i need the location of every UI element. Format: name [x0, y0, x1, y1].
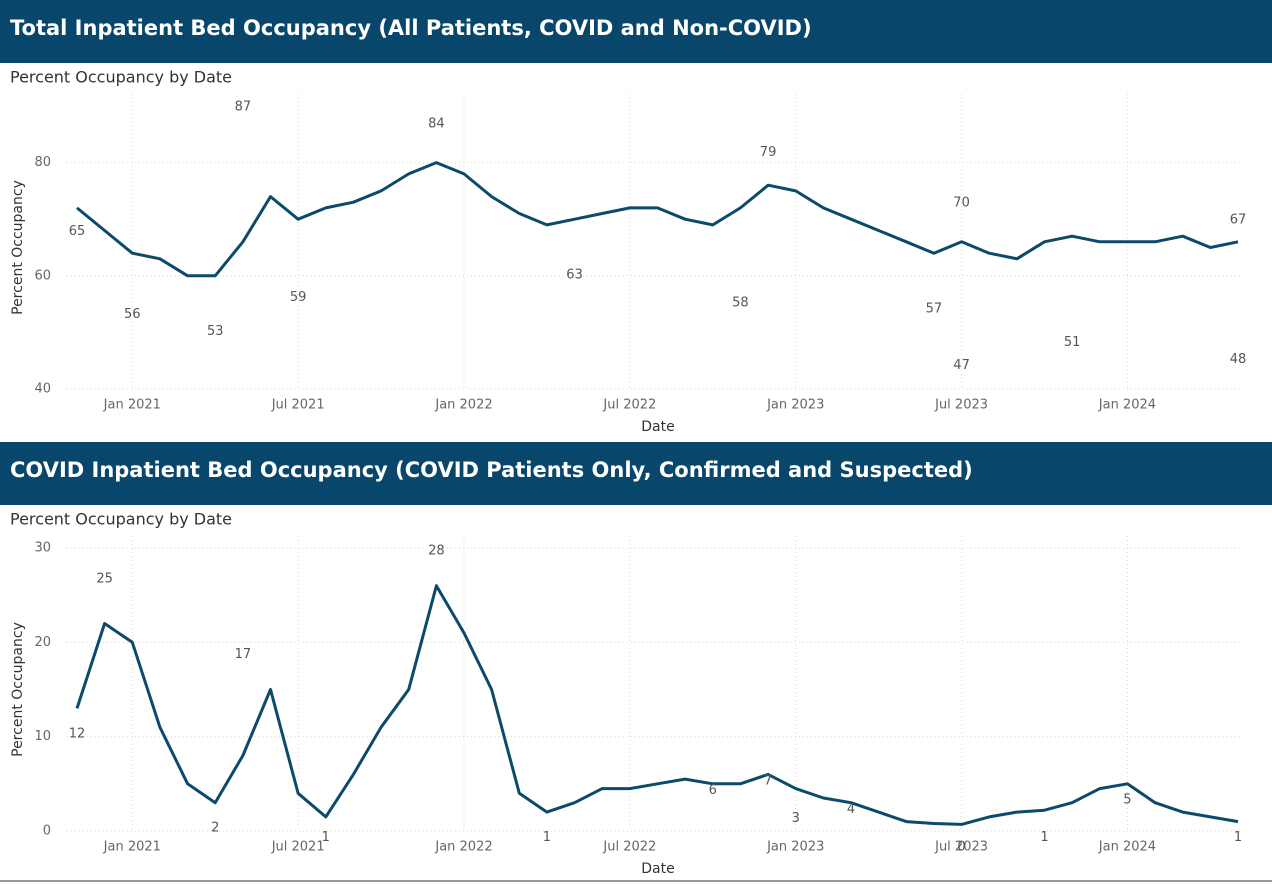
data-label: 1: [1234, 830, 1242, 845]
data-label: 7: [764, 773, 772, 788]
data-label: 58: [732, 296, 749, 311]
data-label: 51: [1064, 335, 1081, 350]
x-tick-label: Jan 2022: [434, 840, 492, 855]
data-label: 56: [124, 307, 141, 322]
data-line: [75, 584, 1239, 826]
data-label: 4: [847, 802, 855, 817]
x-tick-label: Jan 2021: [103, 398, 161, 413]
x-axis-label: Date: [641, 861, 674, 877]
x-tick-label: Jul 2021: [271, 398, 325, 413]
data-label: 5: [1123, 792, 1131, 807]
y-tick-label: 0: [43, 824, 51, 839]
y-tick-label: 80: [34, 155, 51, 170]
panel-title: Total Inpatient Bed Occupancy (All Patie…: [10, 16, 812, 40]
y-tick-label: 20: [34, 635, 51, 650]
x-tick-label: Jan 2023: [766, 840, 824, 855]
x-axis-label: Date: [641, 419, 674, 435]
data-label: 70: [953, 196, 970, 211]
data-label: 1: [1040, 830, 1048, 845]
x-tick-label: Jan 2022: [434, 398, 492, 413]
x-tick-label: Jan 2021: [103, 840, 161, 855]
panel-subtitle: Percent Occupancy by Date: [10, 510, 232, 529]
x-tick-label: Jul 2022: [602, 840, 656, 855]
data-label: 57: [926, 301, 943, 316]
data-label: 25: [96, 572, 113, 587]
data-label: 63: [566, 267, 583, 282]
data-label: 47: [953, 358, 970, 373]
y-axis-label: Percent Occupancy: [10, 180, 26, 315]
data-line: [76, 161, 1239, 278]
data-label: 87: [235, 99, 252, 114]
y-tick-label: 10: [34, 729, 51, 744]
panel-title: COVID Inpatient Bed Occupancy (COVID Pat…: [10, 458, 973, 482]
data-label: 84: [428, 116, 445, 131]
data-label: 6: [709, 783, 717, 798]
chart-panel: COVID Inpatient Bed Occupancy (COVID Pat…: [0, 442, 1272, 877]
data-label: 0: [957, 840, 965, 855]
data-label: 1: [543, 830, 551, 845]
data-label: 53: [207, 324, 224, 339]
x-tick-label: Jan 2024: [1098, 840, 1156, 855]
data-label: 59: [290, 290, 307, 305]
x-tick-label: Jul 2023: [934, 398, 988, 413]
chart-panel: Total Inpatient Bed Occupancy (All Patie…: [0, 0, 1272, 435]
data-label: 67: [1230, 213, 1247, 228]
panel-header: [0, 442, 1272, 505]
x-tick-label: Jul 2023: [934, 840, 988, 855]
panel-header: [0, 0, 1272, 63]
x-tick-label: Jan 2024: [1098, 398, 1156, 413]
data-label: 48: [1230, 352, 1247, 367]
y-axis-label: Percent Occupancy: [10, 622, 26, 757]
y-tick-label: 60: [34, 268, 51, 283]
y-tick-label: 30: [34, 541, 51, 556]
x-tick-label: Jul 2022: [602, 398, 656, 413]
data-label: 3: [792, 811, 800, 826]
y-tick-label: 40: [34, 382, 51, 397]
data-label: 28: [428, 543, 445, 558]
x-tick-label: Jul 2021: [271, 840, 325, 855]
data-label: 2: [211, 821, 219, 836]
data-label: 1: [322, 830, 330, 845]
x-tick-label: Jan 2023: [766, 398, 824, 413]
data-label: 65: [69, 224, 86, 239]
data-label: 17: [235, 647, 252, 662]
data-label: 12: [69, 726, 86, 741]
panel-subtitle: Percent Occupancy by Date: [10, 68, 232, 87]
data-label: 79: [760, 145, 777, 160]
